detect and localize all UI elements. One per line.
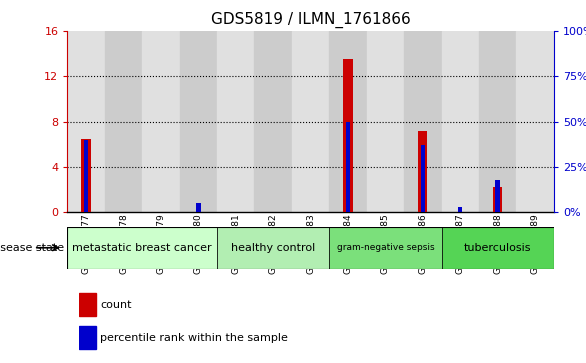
- Bar: [196, 203, 200, 212]
- Bar: [180, 31, 217, 212]
- Bar: [329, 31, 367, 212]
- Bar: [404, 31, 441, 212]
- Bar: [67, 227, 217, 269]
- Text: tuberculosis: tuberculosis: [464, 243, 532, 253]
- Bar: [292, 31, 329, 212]
- Bar: [479, 31, 516, 212]
- Bar: [367, 31, 404, 212]
- Text: metastatic breast cancer: metastatic breast cancer: [73, 243, 212, 253]
- Bar: [79, 326, 96, 349]
- Bar: [343, 59, 353, 212]
- Bar: [421, 145, 425, 212]
- Bar: [142, 31, 180, 212]
- Text: percentile rank within the sample: percentile rank within the sample: [100, 333, 288, 343]
- Bar: [495, 180, 500, 212]
- Bar: [217, 227, 329, 269]
- Bar: [418, 131, 428, 212]
- Bar: [441, 227, 554, 269]
- Bar: [458, 207, 462, 212]
- Bar: [84, 140, 88, 212]
- Text: count: count: [100, 300, 132, 310]
- Bar: [217, 31, 254, 212]
- Bar: [441, 31, 479, 212]
- Text: disease state: disease state: [0, 243, 64, 253]
- Bar: [346, 122, 350, 212]
- Bar: [67, 31, 105, 212]
- Bar: [329, 227, 441, 269]
- Title: GDS5819 / ILMN_1761866: GDS5819 / ILMN_1761866: [211, 12, 410, 28]
- Bar: [254, 31, 292, 212]
- Bar: [516, 31, 554, 212]
- Bar: [105, 31, 142, 212]
- Text: gram-negative sepsis: gram-negative sepsis: [336, 243, 434, 252]
- Bar: [493, 187, 502, 212]
- Text: healthy control: healthy control: [231, 243, 315, 253]
- Bar: [79, 293, 96, 316]
- Bar: [81, 139, 91, 212]
